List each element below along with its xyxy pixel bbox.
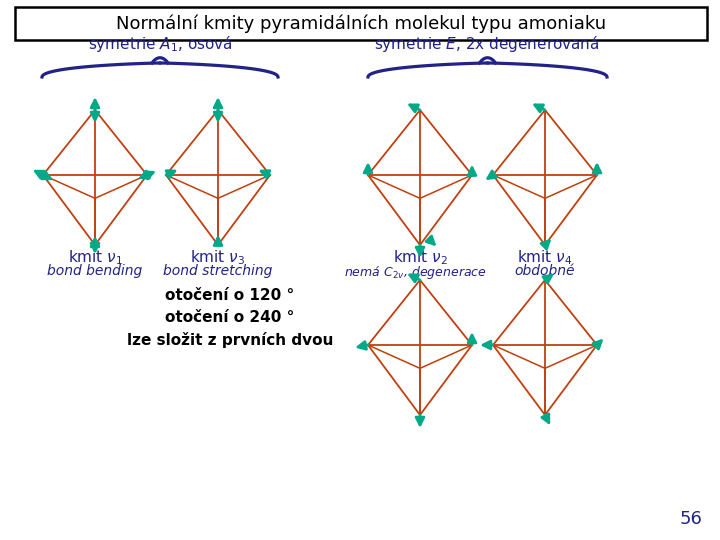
Text: otočení o 120 °: otočení o 120 ° — [166, 288, 294, 303]
Text: bond bending: bond bending — [48, 264, 143, 278]
Text: nemá $C_{2v}$, degenerace: nemá $C_{2v}$, degenerace — [343, 264, 487, 281]
Text: symetrie $E$, 2x degenerovaná: symetrie $E$, 2x degenerovaná — [374, 34, 600, 54]
Text: kmit $\nu_3$: kmit $\nu_3$ — [190, 248, 246, 267]
FancyBboxPatch shape — [15, 7, 707, 40]
Text: otočení o 240 °: otočení o 240 ° — [166, 310, 294, 325]
Text: Normální kmity pyramidálních molekul typu amoniaku: Normální kmity pyramidálních molekul typ… — [116, 15, 606, 33]
Text: symetrie $A_1$, osová: symetrie $A_1$, osová — [88, 34, 233, 54]
Text: lze složit z prvních dvou: lze složit z prvních dvou — [127, 332, 333, 348]
Text: kmit $\nu_1$: kmit $\nu_1$ — [68, 248, 122, 267]
Text: bond stretching: bond stretching — [163, 264, 273, 278]
Text: kmit $\nu_2$: kmit $\nu_2$ — [392, 248, 447, 267]
Text: 56: 56 — [679, 510, 702, 528]
Text: obdobné: obdobné — [515, 264, 575, 278]
Text: kmit $\nu_4$: kmit $\nu_4$ — [517, 248, 572, 267]
